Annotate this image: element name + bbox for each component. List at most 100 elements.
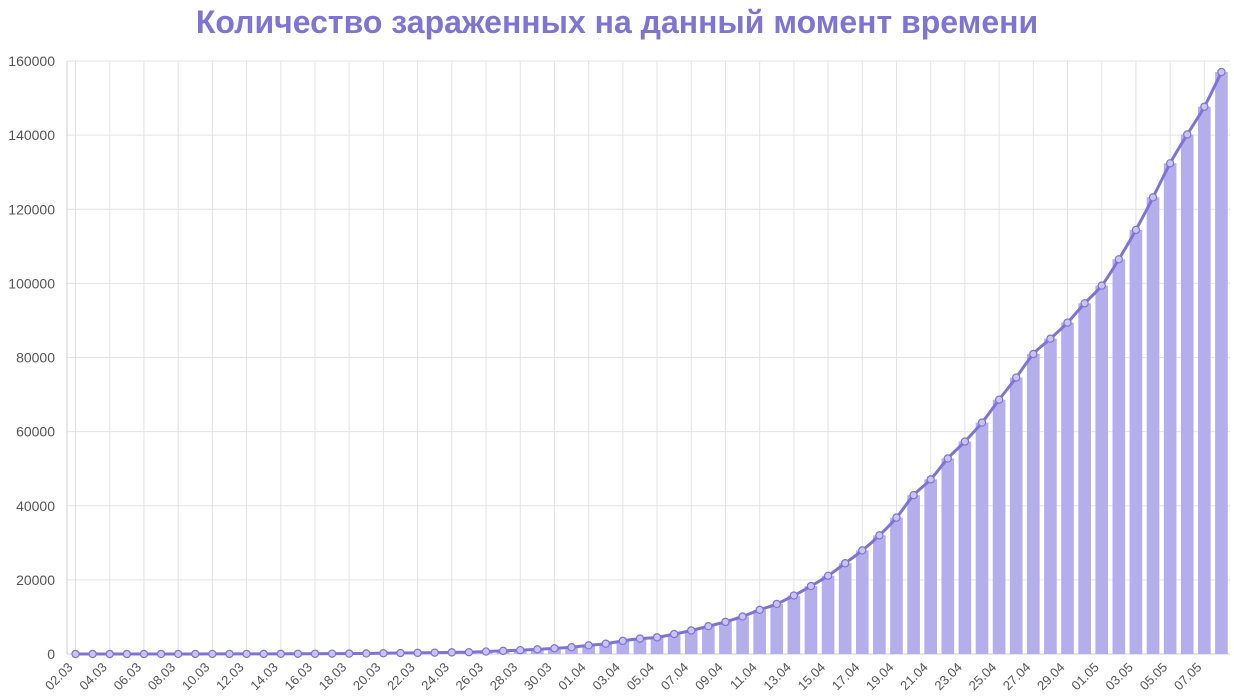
bar	[702, 626, 715, 654]
y-tick-label: 100000	[8, 275, 55, 291]
bar	[1112, 259, 1126, 654]
bar	[1026, 353, 1040, 654]
bar	[1163, 163, 1177, 654]
data-point	[139, 649, 149, 659]
x-tick-label: 07.04	[658, 660, 692, 694]
x-tick-label: 21.04	[897, 660, 931, 694]
data-point	[225, 649, 234, 659]
data-point	[618, 636, 628, 646]
data-point	[481, 647, 491, 656]
x-tick-label: 28.03	[487, 660, 521, 694]
data-point	[156, 649, 166, 659]
bar	[1009, 377, 1023, 654]
x-tick-label: 30.03	[521, 660, 555, 694]
data-point	[892, 513, 901, 522]
bar	[924, 479, 938, 654]
x-tick-label: 19.04	[863, 660, 897, 694]
data-point	[840, 559, 850, 568]
bar	[838, 563, 852, 654]
bar	[821, 575, 835, 654]
x-tick-label: 05.04	[624, 660, 658, 694]
x-tick-label: 27.04	[1000, 660, 1034, 694]
x-tick-label: 14.03	[247, 660, 281, 694]
data-point	[806, 581, 816, 591]
bar	[633, 638, 647, 654]
data-point	[105, 649, 114, 659]
bar	[855, 550, 869, 654]
data-point	[293, 649, 303, 658]
x-tick-label: 01.05	[1068, 660, 1102, 694]
data-point	[1097, 281, 1106, 290]
x-tick-label: 07.05	[1171, 660, 1205, 694]
data-point	[344, 649, 354, 658]
data-point	[584, 641, 593, 650]
x-tick-label: 02.03	[42, 660, 76, 694]
data-point	[259, 649, 268, 659]
data-point	[755, 605, 764, 615]
data-point	[464, 647, 474, 657]
data-point	[1131, 225, 1141, 235]
bar	[719, 621, 732, 654]
bar	[941, 458, 955, 654]
x-tick-label: 26.03	[453, 660, 487, 694]
data-point	[122, 649, 132, 659]
data-point	[1217, 67, 1226, 77]
data-point	[738, 612, 747, 621]
data-point	[550, 644, 559, 653]
bar	[1129, 229, 1143, 654]
bar	[787, 595, 801, 654]
bar	[684, 630, 698, 654]
y-tick-label: 120000	[8, 201, 55, 217]
x-tick-label: 24.03	[418, 660, 452, 694]
data-point	[789, 591, 799, 600]
data-point	[276, 649, 285, 659]
x-tick-label: 05.05	[1137, 660, 1171, 694]
x-tick-label: 11.04	[727, 660, 760, 693]
x-tick-label: 03.05	[1102, 660, 1136, 694]
x-tick-label: 25.04	[966, 660, 1000, 694]
x-tick-label: 06.03	[110, 660, 144, 694]
bar	[770, 603, 784, 654]
data-point	[396, 648, 405, 658]
bar	[907, 495, 920, 654]
chart-title: Количество зараженных на данный момент в…	[195, 4, 1039, 40]
data-point	[926, 475, 935, 484]
x-tick-label: 08.03	[145, 660, 179, 694]
bar	[890, 517, 903, 654]
bar	[1078, 303, 1091, 654]
data-point	[875, 531, 884, 540]
data-point	[687, 626, 696, 635]
data-point	[191, 649, 200, 659]
x-tick-label: 04.03	[76, 660, 110, 694]
bar	[958, 441, 972, 654]
bar	[873, 535, 886, 654]
bar	[753, 609, 766, 654]
bar	[992, 399, 1006, 654]
data-point	[909, 490, 918, 500]
data-point	[362, 649, 371, 658]
x-tick-label: 15.04	[795, 660, 829, 694]
data-point	[772, 599, 781, 609]
data-point	[327, 649, 337, 658]
x-tick-label: 17.04	[829, 660, 863, 694]
data-point	[1148, 193, 1158, 202]
data-point	[533, 645, 542, 654]
data-point	[977, 418, 987, 427]
data-point	[1114, 255, 1124, 264]
data-point	[1200, 102, 1209, 111]
data-point	[173, 649, 183, 659]
data-point	[430, 648, 439, 657]
data-point	[88, 649, 97, 659]
x-tick-label: 23.04	[931, 660, 965, 694]
x-tick-label: 18.03	[316, 660, 350, 694]
y-tick-label: 60000	[16, 424, 55, 440]
data-point	[498, 646, 508, 656]
x-tick-label: 16.03	[281, 660, 315, 694]
data-point	[635, 634, 645, 643]
bar	[1180, 134, 1194, 655]
x-tick-label: 29.04	[1034, 660, 1068, 694]
data-point	[310, 649, 320, 658]
bar	[975, 422, 989, 654]
x-tick-label: 09.04	[692, 660, 726, 694]
